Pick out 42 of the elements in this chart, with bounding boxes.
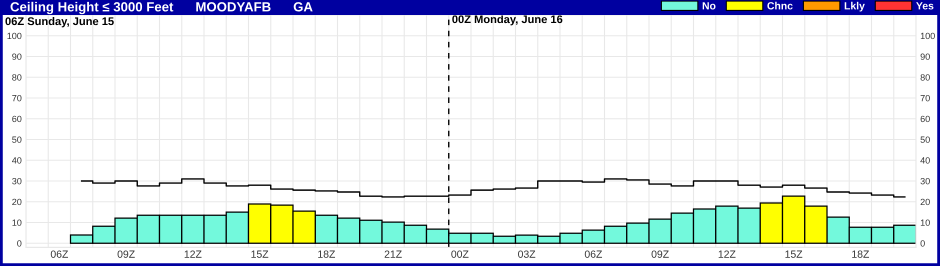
y2-tick-label: 20 (920, 198, 930, 206)
y-tick-label: 30 (12, 178, 22, 184)
x-tick-label: 21Z (384, 250, 402, 258)
x-tick-label: 09Z (652, 250, 669, 258)
x-tick-label: 12Z (718, 250, 736, 258)
y-tick-label: 20 (12, 198, 22, 206)
x-tick-label: 18Z (852, 250, 870, 258)
x-tick-label: 06Z (50, 250, 68, 258)
y-tick-label: 10 (12, 219, 22, 226)
y2-tick-label: 0 (920, 240, 925, 247)
y2-tick-label: 80 (920, 74, 930, 81)
x-tick-label: 18Z (318, 250, 336, 258)
y2-tick-label: 100 (920, 32, 935, 40)
legend-label: No (702, 2, 716, 10)
legend-label: Yes (916, 2, 934, 10)
x-tick-label: 03Z (518, 250, 536, 258)
chart-title: Ceiling Height ≤ 3000 Feet MOODYAFB GA (10, 2, 313, 14)
x-tick-label: 06Z (584, 250, 602, 258)
y2-tick-label: 90 (920, 53, 930, 60)
y-tick-label: 0 (17, 240, 22, 247)
y-tick-label: 60 (12, 116, 22, 122)
y-tick-label: 80 (12, 74, 22, 81)
y-tick-label: 100 (7, 32, 22, 40)
y2-tick-label: 40 (920, 157, 930, 164)
annotation: 06Z Sunday, June 15 (5, 17, 114, 28)
y2-tick-label: 60 (920, 116, 930, 122)
y-tick-label: 90 (12, 53, 22, 60)
y-tick-label: 50 (12, 136, 22, 143)
legend-label: Lkly (844, 2, 865, 12)
x-tick-label: 09Z (118, 250, 135, 258)
y2-tick-label: 30 (920, 178, 930, 184)
y-tick-label: 40 (12, 157, 22, 164)
x-tick-label: 15Z (251, 250, 268, 258)
y-tick-label: 70 (12, 94, 22, 102)
x-tick-label: 00Z (451, 250, 469, 258)
legend-label: Chnc (767, 2, 793, 10)
y2-tick-label: 70 (920, 94, 930, 102)
x-tick-label: 12Z (184, 250, 202, 258)
ref-line-label: 00Z Monday, June 16 (452, 15, 562, 26)
y2-tick-label: 10 (920, 219, 930, 226)
y2-tick-label: 50 (920, 136, 930, 143)
x-tick-label: 15Z (785, 250, 802, 258)
